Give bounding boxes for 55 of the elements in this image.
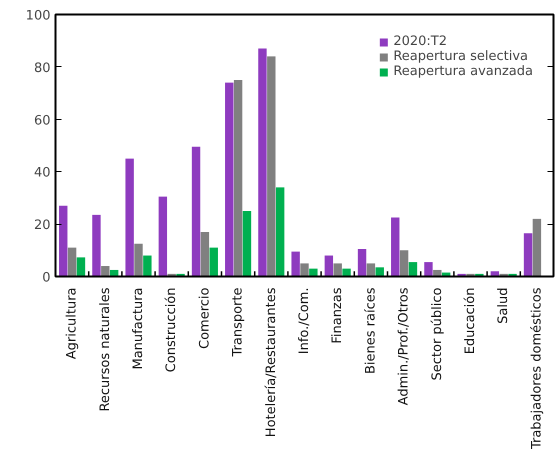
x-tick-label: Construcción [164, 287, 180, 372]
x-tick-label: Recursos naturales [98, 287, 113, 412]
legend-label: Reapertura selectiva [393, 49, 528, 64]
bar [192, 146, 200, 276]
bar [391, 218, 400, 276]
bar [524, 233, 532, 276]
bar [200, 232, 210, 276]
bar [125, 158, 134, 276]
bar [158, 196, 168, 276]
x-tick-label: Finanzas [330, 287, 346, 344]
y-tick-label: 40 [34, 166, 51, 181]
legend-label: 2020:T2 [393, 34, 448, 49]
bar [358, 248, 366, 276]
x-tick-label: Info./Com. [297, 287, 312, 354]
x-tick-label: Manufactura [131, 288, 146, 370]
bar [92, 214, 101, 276]
bar [408, 262, 418, 276]
bar [242, 211, 252, 276]
bar [68, 248, 76, 276]
bar [234, 80, 242, 276]
bar [291, 252, 300, 276]
x-tick-label: Agricultura [64, 288, 80, 360]
y-tick-label: 20 [34, 218, 51, 234]
x-tick-label: Sector público [430, 287, 445, 380]
x-tick-label: Bienes raíces [363, 287, 378, 374]
x-tick-label: Transporte [230, 288, 246, 358]
legend-label: Reapertura avanzada [393, 64, 533, 79]
bar [324, 256, 334, 276]
bar [532, 218, 542, 276]
bar [342, 268, 351, 276]
bar [225, 82, 234, 276]
y-tick-label: 60 [34, 113, 51, 128]
bar [59, 206, 68, 276]
y-tick-label: 100 [26, 8, 51, 24]
bar [276, 187, 284, 276]
bar [400, 250, 408, 276]
bar [143, 256, 152, 276]
bar [134, 244, 143, 276]
x-tick-label: Hotelería/Restaurantes [264, 287, 279, 438]
x-tick-label: Admin./Prof./Otros [396, 287, 412, 406]
x-tick-label: Salud [496, 287, 512, 324]
bar [333, 263, 342, 276]
bar [258, 48, 267, 276]
bar [424, 262, 433, 276]
x-tick-label: Trabajadores domésticos [529, 287, 544, 450]
x-tick-label: Educación [463, 287, 478, 354]
bar [76, 257, 86, 276]
bar [210, 248, 218, 276]
bar [267, 56, 276, 276]
bar [366, 263, 376, 276]
x-tick-label: Comercio [197, 287, 212, 349]
bar [101, 266, 110, 276]
y-tick-label: 80 [34, 60, 51, 76]
y-tick-label: 0 [42, 270, 51, 286]
bar [309, 268, 318, 276]
